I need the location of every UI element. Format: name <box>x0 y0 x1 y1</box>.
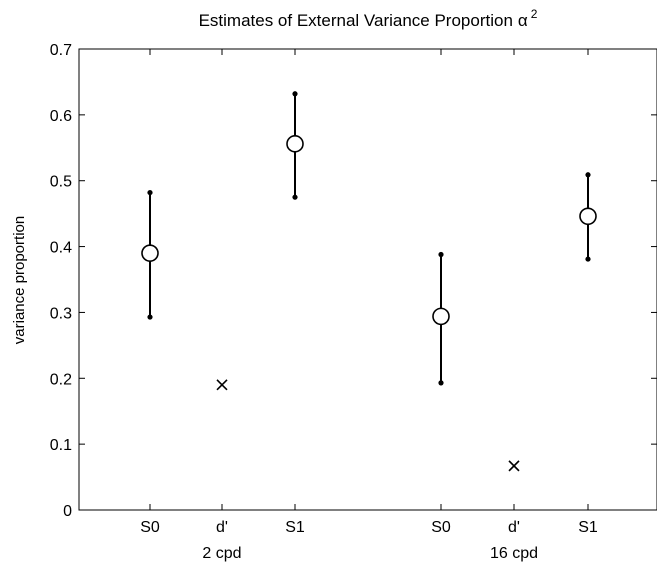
error-bar-cap-bottom <box>292 194 298 200</box>
x-tick-label: S0 <box>140 519 160 536</box>
y-tick-label: 0.7 <box>50 42 72 59</box>
y-tick-label: 0.4 <box>50 240 72 257</box>
cross-stroke <box>508 460 520 472</box>
data-point-circle <box>432 307 450 326</box>
error-bar-cap-top <box>147 189 153 196</box>
x-group-label: 2 cpd <box>202 545 241 562</box>
chart-title: Estimates of External Variance Proportio… <box>199 7 538 30</box>
y-tick-label: 0.3 <box>50 305 72 322</box>
data-marks <box>141 91 597 472</box>
y-tick-label: 0 <box>63 503 72 520</box>
y-axis: 0 0.1 0.2 0.3 0.4 0.5 0.6 0.7 <box>50 42 657 520</box>
x-tick-label: S0 <box>431 519 451 536</box>
x-tick-label: d' <box>216 519 228 536</box>
data-point-circle <box>286 135 304 153</box>
error-bar-cap-bottom <box>147 314 153 320</box>
error-bar-cap-top <box>585 172 591 178</box>
data-point-cross <box>508 460 520 472</box>
error-bar-cap-top <box>438 251 444 258</box>
y-axis-label: variance proportion <box>11 216 28 344</box>
x-tick-label: S1 <box>578 519 598 536</box>
cross-stroke <box>216 379 228 391</box>
y-tick-label: 0.5 <box>50 174 72 191</box>
data-point-cross <box>216 379 228 391</box>
x-group-label: 16 cpd <box>490 545 538 562</box>
data-point-circle <box>579 207 597 226</box>
y-tick-label: 0.6 <box>50 108 72 125</box>
plot-frame <box>78 48 657 511</box>
x-axis: S0 d' S1 2 cpd S0 d' S1 16 cpd <box>140 49 598 562</box>
data-point-circle <box>141 244 159 262</box>
y-tick-label: 0.2 <box>50 371 72 388</box>
y-tick-label: 0.1 <box>50 437 72 454</box>
error-bar-cap-bottom <box>585 256 591 262</box>
plot-box <box>78 48 657 511</box>
x-tick-label: d' <box>508 519 520 536</box>
error-bar-cap-top <box>292 91 298 97</box>
error-bar-cap-bottom <box>438 380 444 386</box>
x-tick-label: S1 <box>285 519 305 536</box>
